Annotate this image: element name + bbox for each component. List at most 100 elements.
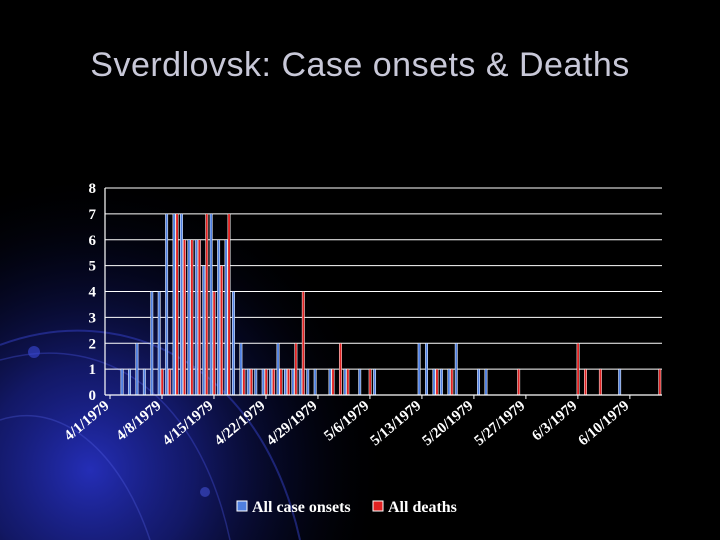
death-bar (183, 239, 186, 396)
onset-bar (298, 368, 302, 396)
onset-bar (306, 368, 310, 396)
x-axis-tick-labels: 4/1/1979 4/8/19794/15/19794/22/19794/29/1… (61, 395, 632, 449)
y-tick-label: 8 (89, 181, 97, 197)
axes (104, 188, 662, 396)
death-bar (175, 213, 179, 396)
legend-swatch-onsets (236, 500, 248, 512)
x-tick-label: 6/3/1979 (529, 398, 580, 445)
y-tick-label: 0 (89, 388, 97, 404)
death-bar (331, 368, 335, 396)
legend-swatch-deaths (372, 500, 384, 512)
y-tick-label: 3 (89, 310, 97, 326)
x-tick-label: 4/1/1979 (61, 398, 112, 445)
onset-bar (425, 343, 429, 396)
onset-bar (447, 368, 451, 396)
death-bar (190, 239, 194, 396)
x-tick-label: 4/29/1979 (264, 398, 321, 449)
death-bar (249, 368, 253, 396)
onset-bar (135, 343, 139, 396)
death-bar (227, 213, 231, 396)
legend: All case onsets All deaths (236, 499, 457, 516)
onset-bar (439, 368, 443, 396)
gridlines (105, 187, 662, 370)
onset-bar (276, 343, 280, 396)
bars (120, 213, 662, 396)
x-tick-label: 4/22/1979 (212, 398, 269, 449)
onset-bar (194, 239, 198, 396)
y-axis-tick-labels: 0 1 2 3 4 5 6 7 8 (89, 181, 97, 404)
y-tick-label: 5 (89, 259, 97, 275)
onset-bar (128, 368, 131, 396)
death-bar (220, 265, 224, 396)
death-bar (584, 368, 587, 396)
death-bar (242, 368, 246, 396)
death-bar (294, 343, 298, 396)
death-bar (160, 368, 164, 396)
onset-bar (417, 343, 421, 396)
onset-bar (180, 213, 183, 396)
onset-bar (217, 239, 221, 396)
death-bar (598, 368, 602, 396)
onset-bar (172, 213, 176, 396)
death-bar (368, 368, 372, 396)
onset-bar (246, 368, 250, 396)
onset-bar (224, 239, 228, 396)
x-tick-label: 4/15/1979 (160, 398, 217, 449)
onset-bar (618, 368, 622, 396)
onset-bar (254, 368, 258, 396)
slide-title: Sverdlovsk: Case onsets & Deaths (90, 46, 630, 84)
onset-bar (157, 291, 161, 396)
x-tick-label: 5/6/1979 (321, 398, 372, 445)
y-tick-label: 4 (89, 285, 97, 301)
onset-bar (209, 213, 213, 396)
death-bar (212, 291, 216, 396)
death-bar (658, 368, 662, 396)
onset-bar (232, 291, 235, 396)
death-bar (517, 368, 521, 396)
legend-label-onsets: All case onsets (252, 499, 351, 516)
death-bar (301, 291, 305, 396)
death-bar (168, 368, 172, 396)
onset-bar (358, 368, 362, 396)
onset-bar (150, 291, 154, 396)
onset-bar (291, 368, 295, 396)
onset-bar (239, 343, 243, 396)
onset-bar (373, 368, 377, 396)
y-tick-label: 1 (89, 362, 97, 378)
onset-bar (202, 265, 206, 396)
death-bar (272, 368, 276, 396)
x-tick-label: 5/20/1979 (420, 398, 477, 449)
x-tick-label: 6/10/1979 (576, 398, 633, 449)
x-tick-label: 5/27/1979 (472, 398, 529, 449)
death-bar (287, 368, 290, 396)
death-bar (346, 368, 350, 396)
onset-bar (165, 213, 169, 396)
legend-label-deaths: All deaths (388, 499, 457, 516)
onset-bar (328, 368, 332, 396)
onset-bar (284, 368, 287, 396)
onset-bar (477, 368, 480, 396)
onset-bar (484, 368, 488, 396)
onset-bar (313, 368, 317, 396)
death-bar (264, 368, 268, 396)
onset-bar (269, 368, 273, 396)
death-bar (205, 213, 209, 396)
y-tick-label: 7 (89, 207, 97, 223)
y-tick-label: 2 (89, 336, 97, 352)
onset-bar (343, 368, 347, 396)
x-tick-label: 5/13/1979 (368, 398, 425, 449)
onset-bar (261, 368, 265, 396)
x-tick-label: 4/8/1979 (113, 398, 164, 445)
death-bar (450, 368, 454, 396)
death-bar (279, 368, 283, 396)
death-bar (435, 368, 439, 396)
onset-bar (454, 343, 458, 396)
onset-bar (187, 239, 191, 396)
y-tick-label: 6 (89, 233, 97, 249)
onset-bar (120, 368, 124, 396)
onset-bar (142, 368, 146, 396)
death-bar (197, 239, 201, 396)
death-bar (338, 343, 342, 396)
death-bar (576, 343, 580, 396)
